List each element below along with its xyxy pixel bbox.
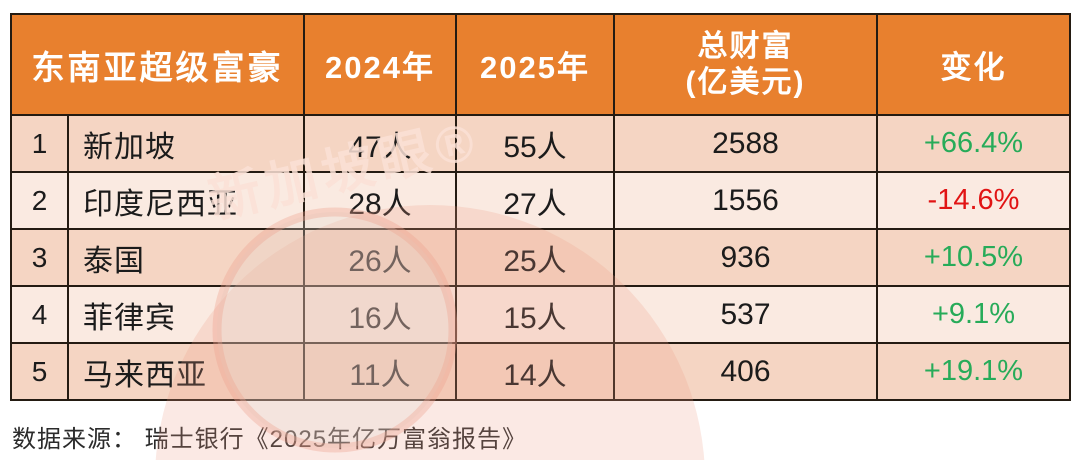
- country-cell: 印度尼西亚: [67, 171, 305, 230]
- count-2024-cell: 47人: [303, 114, 457, 173]
- count-2024-cell: 16人: [303, 285, 457, 344]
- header-region-label: 东南亚超级富豪: [10, 13, 305, 116]
- count-2024-cell: 11人: [303, 342, 457, 401]
- wealth-cell: 537: [613, 285, 878, 344]
- rank-cell: 3: [10, 228, 69, 287]
- rank-cell: 4: [10, 285, 69, 344]
- rank-cell: 5: [10, 342, 69, 401]
- header-row: 东南亚超级富豪 2024年 2025年 总财富 (亿美元) 变化: [10, 13, 1071, 116]
- wealth-cell: 1556: [613, 171, 878, 230]
- country-cell: 新加坡: [67, 114, 305, 173]
- header-total-wealth-line2: (亿美元): [685, 65, 806, 99]
- table-header: 东南亚超级富豪 2024年 2025年 总财富 (亿美元) 变化: [10, 13, 1071, 116]
- change-cell: +66.4%: [876, 114, 1071, 173]
- count-2025-cell: 15人: [455, 285, 615, 344]
- change-cell: +10.5%: [876, 228, 1071, 287]
- table-row-philippines: 4 菲律宾 16人 15人 537 +9.1%: [10, 285, 1071, 344]
- country-cell: 马来西亚: [67, 342, 305, 401]
- country-cell: 菲律宾: [67, 285, 305, 344]
- table-row-thailand: 3 泰国 26人 25人 936 +10.5%: [10, 228, 1071, 287]
- header-change: 变化: [876, 13, 1071, 116]
- wealth-cell: 2588: [613, 114, 878, 173]
- table-body: 1 新加坡 47人 55人 2588 +66.4% 2 印度尼西亚 28人 27…: [10, 114, 1071, 401]
- table-row-malaysia: 5 马来西亚 11人 14人 406 +19.1%: [10, 342, 1071, 401]
- change-cell: -14.6%: [876, 171, 1071, 230]
- count-2025-cell: 55人: [455, 114, 615, 173]
- wealth-cell: 936: [613, 228, 878, 287]
- header-2024: 2024年: [303, 13, 457, 116]
- rank-cell: 1: [10, 114, 69, 173]
- count-2025-cell: 27人: [455, 171, 615, 230]
- change-cell: +19.1%: [876, 342, 1071, 401]
- count-2024-cell: 26人: [303, 228, 457, 287]
- country-cell: 泰国: [67, 228, 305, 287]
- table-row-indonesia: 2 印度尼西亚 28人 27人 1556 -14.6%: [10, 171, 1071, 230]
- header-total-wealth-line1: 总财富: [697, 30, 794, 64]
- wealth-cell: 406: [613, 342, 878, 401]
- rich-list-table: 东南亚超级富豪 2024年 2025年 总财富 (亿美元) 变化 1 新加坡 4…: [10, 13, 1071, 401]
- count-2024-cell: 28人: [303, 171, 457, 230]
- count-2025-cell: 14人: [455, 342, 615, 401]
- header-2025: 2025年: [455, 13, 615, 116]
- table-row-singapore: 1 新加坡 47人 55人 2588 +66.4%: [10, 114, 1071, 173]
- data-source-note: 数据来源： 瑞士银行《2025年亿万富翁报告》: [12, 426, 528, 453]
- rank-cell: 2: [10, 171, 69, 230]
- header-total-wealth: 总财富 (亿美元): [613, 13, 878, 116]
- change-cell: +9.1%: [876, 285, 1071, 344]
- count-2025-cell: 25人: [455, 228, 615, 287]
